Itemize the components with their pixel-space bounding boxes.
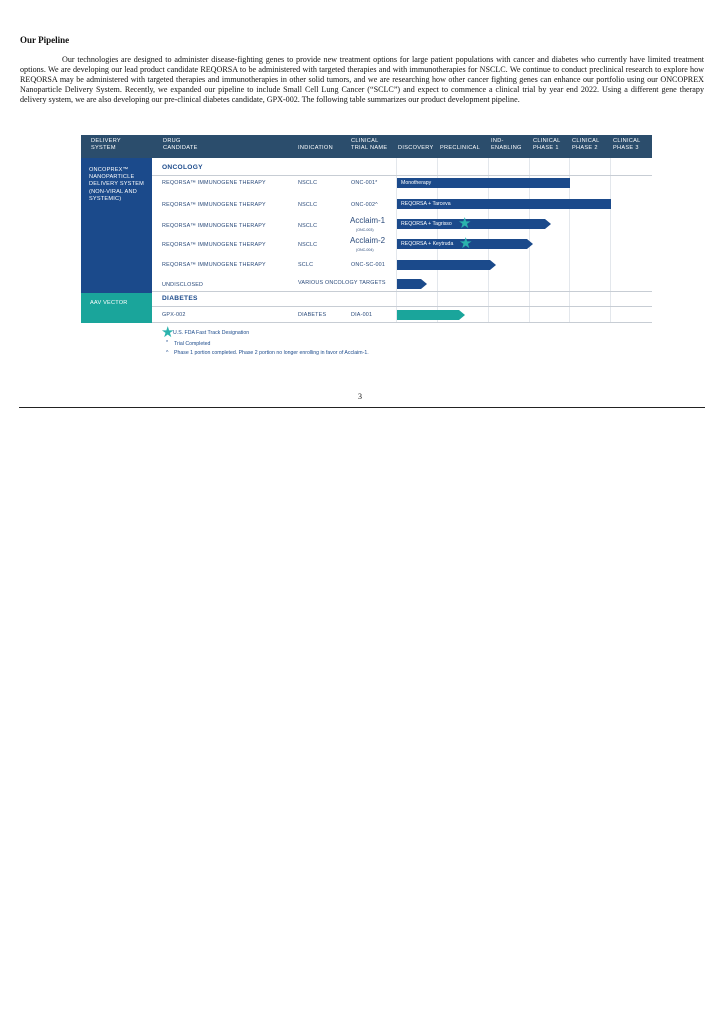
legend-fast-track: U.S. FDA Fast Track Designation xyxy=(173,330,250,336)
stage-bar xyxy=(397,260,490,270)
stage-bar xyxy=(397,279,421,289)
legend-phase1-note: Phase 1 portion completed. Phase 2 porti… xyxy=(174,350,369,356)
row-indication: NSCLC xyxy=(298,242,318,248)
header-preclinical: PRECLINICAL xyxy=(440,145,480,151)
oncoprex-delivery-cell: ONCOPREX™ NANOPARTICLE DELIVERY SYSTEM (… xyxy=(81,158,152,293)
pipeline-paragraph: Our technologies are designed to adminis… xyxy=(20,55,704,105)
fast-track-star-icon: ★ xyxy=(458,215,472,232)
page-rule xyxy=(19,407,705,408)
oncoprex-label: ONCOPREX™ NANOPARTICLE DELIVERY SYSTEM (… xyxy=(89,167,145,202)
row-trial: ONC-002^ xyxy=(351,202,378,208)
header-clinical-phase-2: CLINICAL PHASE 2 xyxy=(572,138,600,151)
grid-line xyxy=(610,158,611,323)
fast-track-star-icon: ★ xyxy=(161,325,175,341)
grid-line xyxy=(396,158,397,323)
row-drug: GPX-002 xyxy=(162,312,186,318)
row-drug: REQORSA™ IMMUNOGENE THERAPY xyxy=(162,202,266,208)
header-drug-candidate: DRUG CANDIDATE xyxy=(163,138,198,151)
row-indication: NSCLC xyxy=(298,223,318,229)
stage-bar: REQORSA + Tarceva xyxy=(397,199,611,209)
divider xyxy=(152,291,652,292)
section-heading: Our Pipeline xyxy=(20,35,70,45)
divider xyxy=(152,322,652,323)
table-header: DELIVERY SYSTEM DRUG CANDIDATE INDICATIO… xyxy=(81,135,652,158)
row-drug: REQORSA™ IMMUNOGENE THERAPY xyxy=(162,262,266,268)
row-trial: Acclaim-2 xyxy=(350,236,386,245)
asterisk-icon: * xyxy=(166,340,169,346)
row-drug: REQORSA™ IMMUNOGENE THERAPY xyxy=(162,223,266,229)
legend-completed: Trial Completed xyxy=(174,341,211,347)
stage-bar xyxy=(397,310,459,320)
section-oncology: ONCOLOGY xyxy=(162,164,203,171)
row-trial: ONC-SC-001 xyxy=(351,262,386,268)
header-trial-name: CLINICAL TRIAL NAME xyxy=(351,138,388,151)
section-diabetes: DIABETES xyxy=(162,295,198,302)
divider xyxy=(152,175,652,176)
aav-delivery-cell: AAV VECTOR xyxy=(81,293,152,323)
aav-label: AAV VECTOR xyxy=(90,300,128,306)
stage-bar: REQORSA + Keytruda xyxy=(397,239,527,249)
bar-arrow-icon xyxy=(490,260,496,270)
header-ind-enabling: IND-ENABLING xyxy=(491,138,522,151)
row-indication: VARIOUS ONCOLOGY TARGETS xyxy=(298,280,386,286)
fast-track-star-icon: ★ xyxy=(459,235,473,252)
stage-bar: REQORSA + Tagrisso xyxy=(397,219,545,229)
row-drug: UNDISCLOSED xyxy=(162,282,204,288)
row-trial-sub: (ONC-003) xyxy=(356,228,374,232)
header-clinical-phase-3: CLINICAL PHASE 3 xyxy=(613,138,641,151)
row-indication: SCLC xyxy=(298,262,314,268)
bar-arrow-icon xyxy=(459,310,465,320)
row-indication: DIABETES xyxy=(298,312,327,318)
header-clinical-phase-1: CLINICAL PHASE 1 xyxy=(533,138,561,151)
pipeline-table: DELIVERY SYSTEM DRUG CANDIDATE INDICATIO… xyxy=(81,135,652,323)
row-trial: Acclaim-1 xyxy=(350,216,386,225)
bar-arrow-icon xyxy=(527,239,533,249)
row-trial: DIA-001 xyxy=(351,312,373,318)
row-drug: REQORSA™ IMMUNOGENE THERAPY xyxy=(162,180,266,186)
row-trial: ONC-001* xyxy=(351,180,378,186)
page-number: 3 xyxy=(358,392,362,401)
row-indication: NSCLC xyxy=(298,180,318,186)
row-drug: REQORSA™ IMMUNOGENE THERAPY xyxy=(162,242,266,248)
bar-arrow-icon xyxy=(421,279,427,289)
caret-icon: ^ xyxy=(166,350,169,356)
header-discovery: DISCOVERY xyxy=(398,145,434,151)
header-delivery-system: DELIVERY SYSTEM xyxy=(91,138,121,151)
header-indication: INDICATION xyxy=(298,145,333,151)
row-indication: NSCLC xyxy=(298,202,318,208)
grid-line xyxy=(569,158,570,323)
row-trial-sub: (ONC-004) xyxy=(356,248,374,252)
divider xyxy=(152,306,652,307)
bar-arrow-icon xyxy=(545,219,551,229)
stage-bar: Monotherapy xyxy=(397,178,570,188)
